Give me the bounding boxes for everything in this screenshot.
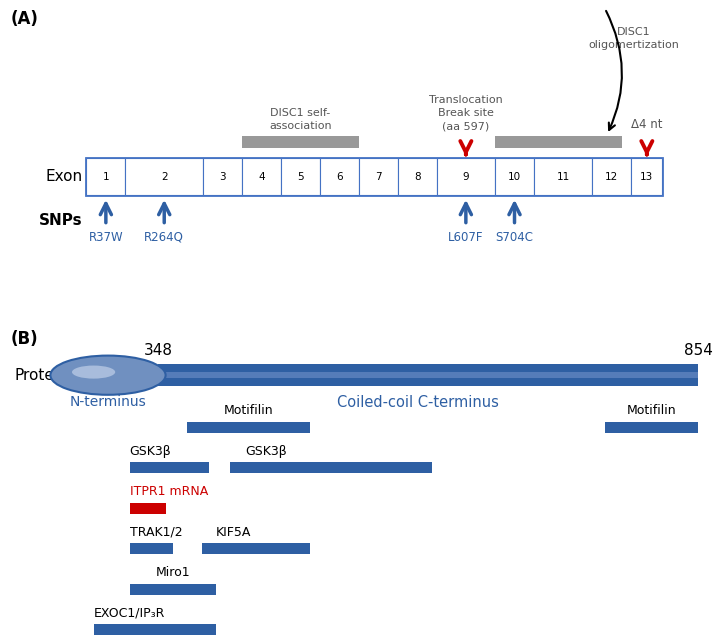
Text: L607F: L607F (448, 231, 484, 244)
Text: 2: 2 (161, 171, 168, 182)
Bar (242, 137, 359, 148)
Text: Motifilin: Motifilin (224, 404, 273, 417)
Bar (359, 158, 397, 195)
Text: SNPs: SNPs (39, 213, 83, 228)
Bar (495, 158, 534, 195)
Bar (86, 158, 125, 195)
Text: 348: 348 (144, 343, 173, 358)
Text: 10: 10 (508, 171, 521, 182)
Text: 854: 854 (684, 343, 713, 358)
Bar (94, 624, 216, 635)
Text: S704C: S704C (495, 231, 534, 244)
Text: 7: 7 (375, 171, 382, 182)
Bar (631, 158, 662, 195)
Text: 11: 11 (557, 171, 570, 182)
Bar (202, 543, 310, 554)
Text: (B): (B) (11, 330, 38, 348)
Text: 3: 3 (220, 171, 226, 182)
Text: Δ4 nt: Δ4 nt (631, 118, 662, 131)
Text: EXOC1/IP₃R: EXOC1/IP₃R (94, 606, 165, 620)
Bar (203, 158, 242, 195)
Bar (320, 158, 359, 195)
Text: 8: 8 (414, 171, 420, 182)
Bar (130, 584, 216, 594)
Text: 1: 1 (102, 171, 109, 182)
Text: DISC1 self-
association: DISC1 self- association (269, 108, 332, 131)
Bar (605, 422, 698, 433)
Text: N-terminus: N-terminus (70, 396, 146, 410)
Ellipse shape (50, 356, 166, 395)
Text: (A): (A) (11, 10, 39, 28)
Bar (187, 422, 310, 433)
Bar (125, 158, 203, 195)
Bar (158, 364, 698, 386)
FancyArrowPatch shape (606, 11, 622, 130)
Bar (86, 158, 662, 195)
Text: 13: 13 (640, 171, 654, 182)
Bar (534, 158, 593, 195)
Text: R264Q: R264Q (144, 231, 184, 244)
Text: Coiled-coil C-terminus: Coiled-coil C-terminus (337, 396, 498, 410)
Bar (281, 158, 320, 195)
Text: KIF5A: KIF5A (216, 526, 251, 538)
Bar (593, 158, 631, 195)
Bar (130, 503, 166, 514)
Ellipse shape (72, 366, 115, 378)
Text: ITPR1 mRNA: ITPR1 mRNA (130, 485, 208, 498)
Text: Exon: Exon (45, 169, 83, 184)
Bar (397, 158, 436, 195)
Text: GSK3β: GSK3β (245, 444, 287, 458)
Text: Protein: Protein (14, 368, 68, 383)
Text: DISC1
oligomertization: DISC1 oligomertization (588, 27, 679, 50)
Bar (593, 137, 621, 148)
Bar (436, 158, 495, 195)
Bar (130, 462, 209, 473)
Text: 5: 5 (297, 171, 304, 182)
Text: Translocation
Break site
(aa 597): Translocation Break site (aa 597) (429, 95, 503, 131)
Bar (130, 543, 173, 554)
Text: 9: 9 (462, 171, 469, 182)
Text: GSK3β: GSK3β (130, 444, 171, 458)
Bar (158, 372, 698, 378)
Text: TRAK1/2: TRAK1/2 (130, 526, 182, 538)
Bar (230, 462, 432, 473)
Text: 12: 12 (606, 171, 618, 182)
Text: 6: 6 (336, 171, 343, 182)
Text: Motifilin: Motifilin (627, 404, 676, 417)
Bar (242, 158, 281, 195)
Text: R37W: R37W (89, 231, 123, 244)
Text: 4: 4 (258, 171, 265, 182)
Text: Miro1: Miro1 (156, 566, 190, 579)
Bar (495, 137, 593, 148)
